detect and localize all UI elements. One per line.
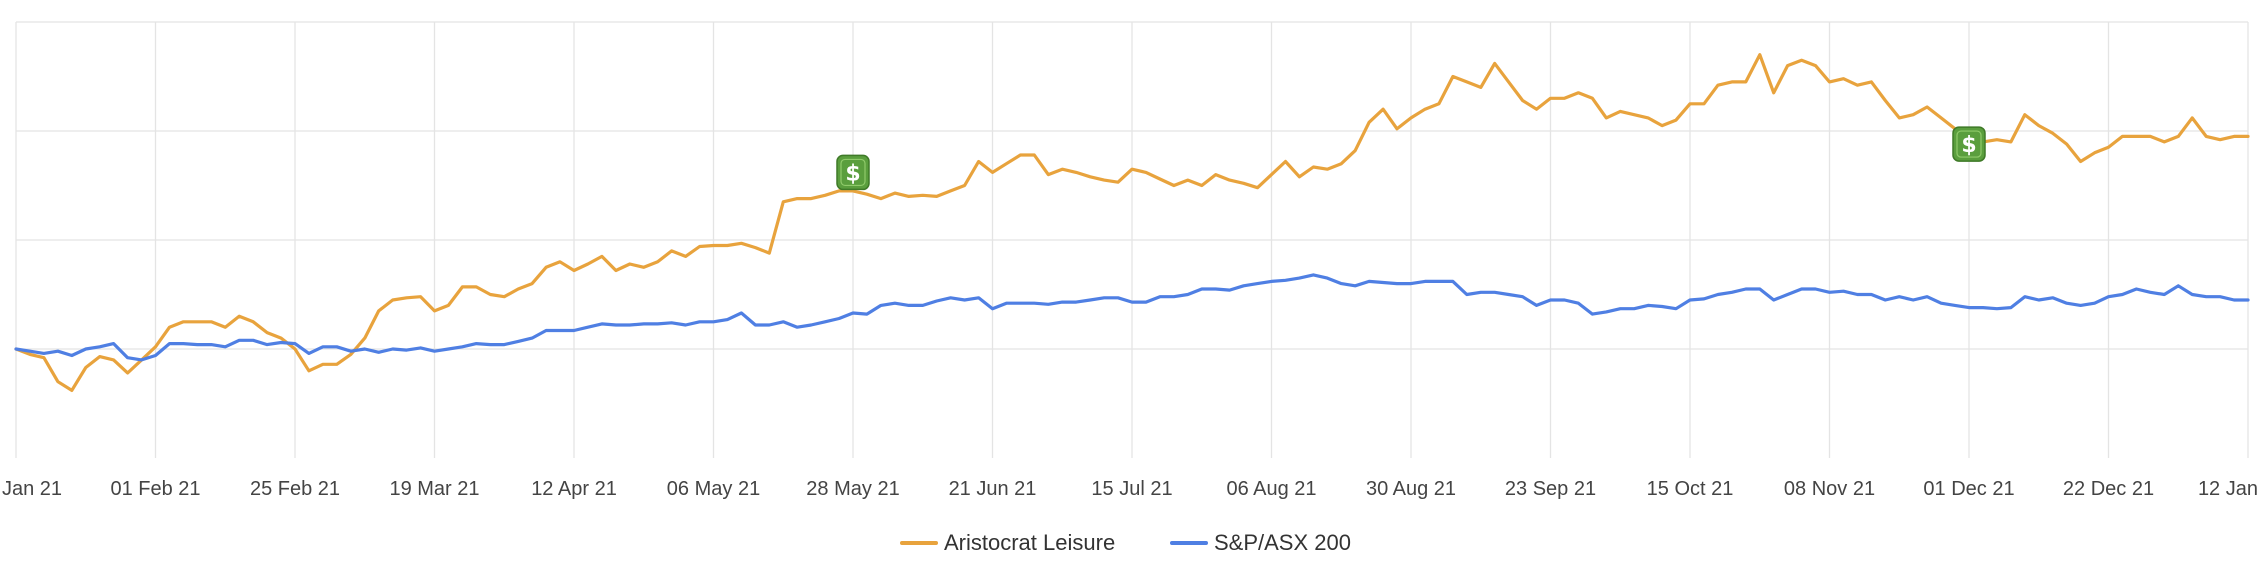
x-tick-label: Jan 21 [2,478,62,500]
series-line-aristocrat-leisure [14,53,2250,392]
series-line-sp-asx-200 [14,273,2250,362]
x-tick-label: 22 Dec 21 [2063,478,2154,500]
x-tick-label: 15 Jul 21 [1091,478,1172,500]
x-tick-label: 15 Oct 21 [1647,478,1734,500]
dividend-badge [1952,126,1986,162]
x-tick-label: 08 Nov 21 [1784,478,1875,500]
x-tick-label: 12 Apr 21 [531,478,617,500]
gridlines [15,21,2249,458]
legend-item-aristocrat-leisure[interactable]: Aristocrat Leisure [900,530,1115,555]
dividend-dollar-icon[interactable]: $ [836,154,870,191]
legend-label: Aristocrat Leisure [944,530,1115,555]
dividend-markers: $$ [836,126,1986,191]
x-tick-label: 01 Feb 21 [110,478,200,500]
x-tick-label: 23 Sep 21 [1505,478,1596,500]
dividend-glyph: $ [1961,133,1976,158]
x-tick-label: 19 Mar 21 [389,478,479,500]
series-lines [14,53,2250,392]
dividend-badge-inner [1956,130,1982,158]
x-tick-label: 25 Feb 21 [250,478,340,500]
x-tick-label: 06 May 21 [667,478,760,500]
x-axis-tick-labels: Jan 21 01 Feb 21 25 Feb 21 19 Mar 21 12 Apr … [2,478,2258,500]
x-tick-label: 12 Jan [2198,478,2258,500]
legend-item-sp-asx-200[interactable]: S&P/ASX 200 [1170,530,1351,555]
dividend-dollar-icon[interactable]: $ [1952,126,1986,162]
dividend-glyph: $ [845,161,860,186]
x-tick-label: 06 Aug 21 [1226,478,1316,500]
legend-label: S&P/ASX 200 [1214,530,1351,555]
x-tick-label: 28 May 21 [806,478,899,500]
dividend-badge [836,154,870,191]
x-tick-label: 01 Dec 21 [1923,478,2014,500]
x-tick-label: 30 Aug 21 [1366,478,1456,500]
dividend-badge-inner [840,158,866,187]
x-tick-label: 21 Jun 21 [949,478,1037,500]
legend[interactable]: Aristocrat Leisure S&P/ASX 200 [900,530,1351,555]
